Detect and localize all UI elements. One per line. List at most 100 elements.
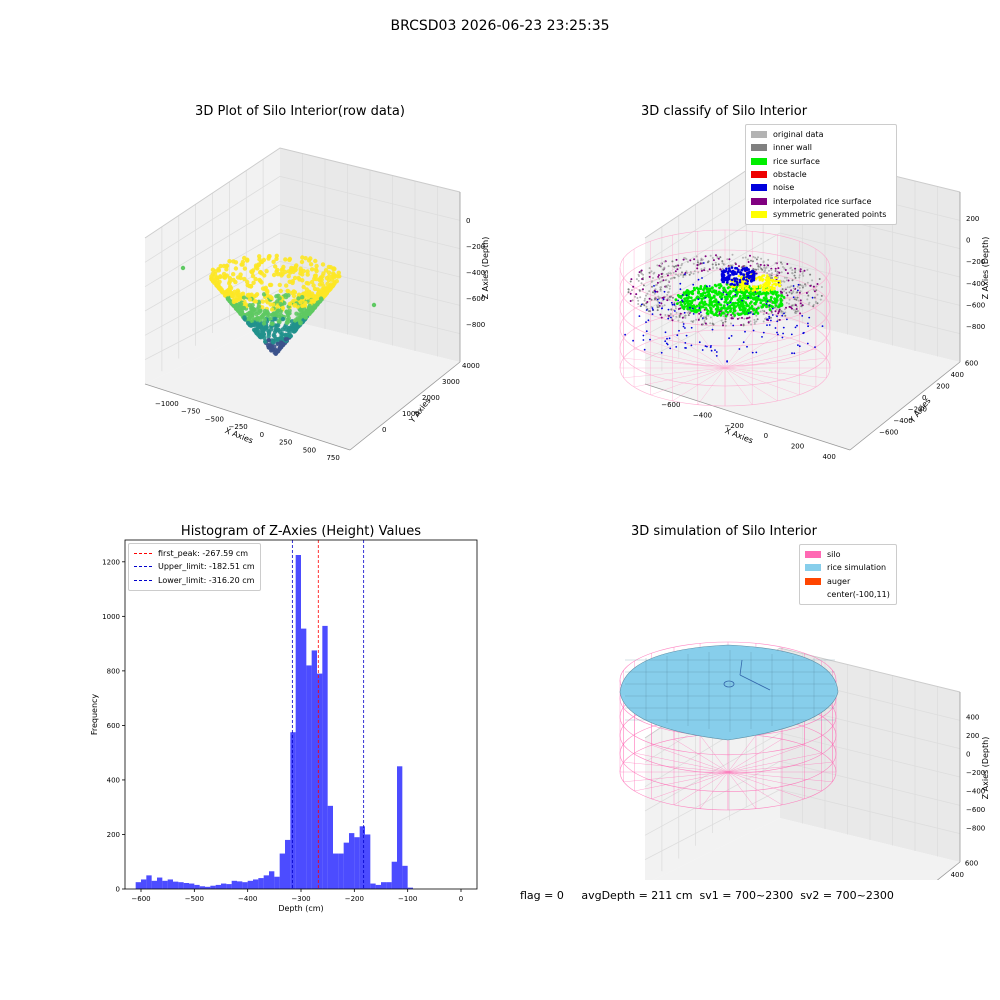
data-point [284,283,289,288]
data-point [330,284,335,289]
data-point [300,303,305,309]
data-point [765,283,768,286]
data-point [780,302,784,306]
histogram-bar [386,882,392,889]
data-point [251,322,256,327]
data-point [742,256,744,259]
data-point [326,270,332,275]
data-point [290,267,295,273]
data-point [719,313,723,317]
data-point [747,274,751,278]
legend-entry: rice surface [751,155,891,168]
data-point [258,329,263,334]
data-point [704,317,706,320]
gridline [144,260,281,336]
data-point [799,290,802,293]
data-point [786,272,789,275]
data-point [239,262,244,267]
data-point [259,271,265,276]
data-point [761,309,764,312]
data-point [266,337,271,343]
data-point [703,291,707,295]
data-point [691,299,694,303]
data-point [729,309,732,313]
histogram-bar [237,881,243,889]
data-point [777,267,780,270]
data-point [786,318,788,321]
data-point [752,270,755,274]
data-point [741,296,745,300]
panel3-title: Histogram of Z-Axies (Height) Values [180,524,422,539]
data-point [683,297,686,301]
data-point [786,263,789,265]
histogram-bar [242,882,248,889]
data-point [699,259,702,262]
data-point [775,279,779,283]
data-point [709,322,712,325]
data-point [671,319,674,322]
p4-z-tick-label: −200 [966,769,985,777]
data-point [767,258,770,261]
data-point [677,264,680,267]
data-point [790,266,793,269]
data-point [224,264,229,269]
gridline [779,289,961,335]
data-point [737,289,741,292]
data-point [675,273,677,276]
data-point [629,292,632,295]
data-point [304,287,309,292]
data-point [731,315,734,318]
silo-spoke [724,367,753,405]
data-point [703,269,706,272]
data-point [651,280,653,283]
data-point [664,314,667,316]
data-point [309,267,315,272]
data-point [704,255,707,258]
data-point [660,351,663,354]
data-point [770,311,773,314]
p1-axes-box: −1000−750 −500 −250 0 250 500 750 0 100020003000… [144,147,490,462]
data-point [709,254,712,257]
data-point [749,320,752,323]
p1-y-tick-label: 3000 [442,378,460,386]
histogram-bar [146,875,152,889]
p4-inner: −600−400−2000200400−600−400−200020040060… [619,641,990,880]
data-point [224,267,229,272]
data-point [803,269,806,272]
data-point [806,281,809,284]
data-point [734,289,737,291]
data-point [730,266,734,269]
data-point [704,345,707,347]
data-point [323,291,328,296]
histogram-bar [397,766,403,889]
data-point [230,294,235,299]
gridline [779,232,961,278]
data-point [726,360,728,362]
data-point [258,309,263,314]
silo-spoke [623,357,726,369]
data-point [778,284,781,288]
data-point [752,276,756,280]
data-point [300,255,305,260]
data-point [682,325,685,328]
data-point [660,273,663,275]
data-point [793,274,796,277]
data-point [745,303,749,306]
legend-entry: original data [751,128,891,141]
data-point [697,271,700,274]
data-point [750,296,753,299]
data-point [754,292,758,295]
panel4-legend: silo rice simulation auger center(-100,1… [799,544,897,606]
data-point [689,306,691,309]
data-point [227,281,232,286]
data-point [806,298,809,301]
data-point [670,308,673,311]
data-point [699,315,702,318]
y-tick-label: 800 [107,667,120,675]
data-point [676,268,679,271]
data-point [708,287,712,291]
data-point [765,297,768,300]
data-point [702,317,704,319]
data-point [790,285,793,288]
histogram-bar [231,880,237,889]
